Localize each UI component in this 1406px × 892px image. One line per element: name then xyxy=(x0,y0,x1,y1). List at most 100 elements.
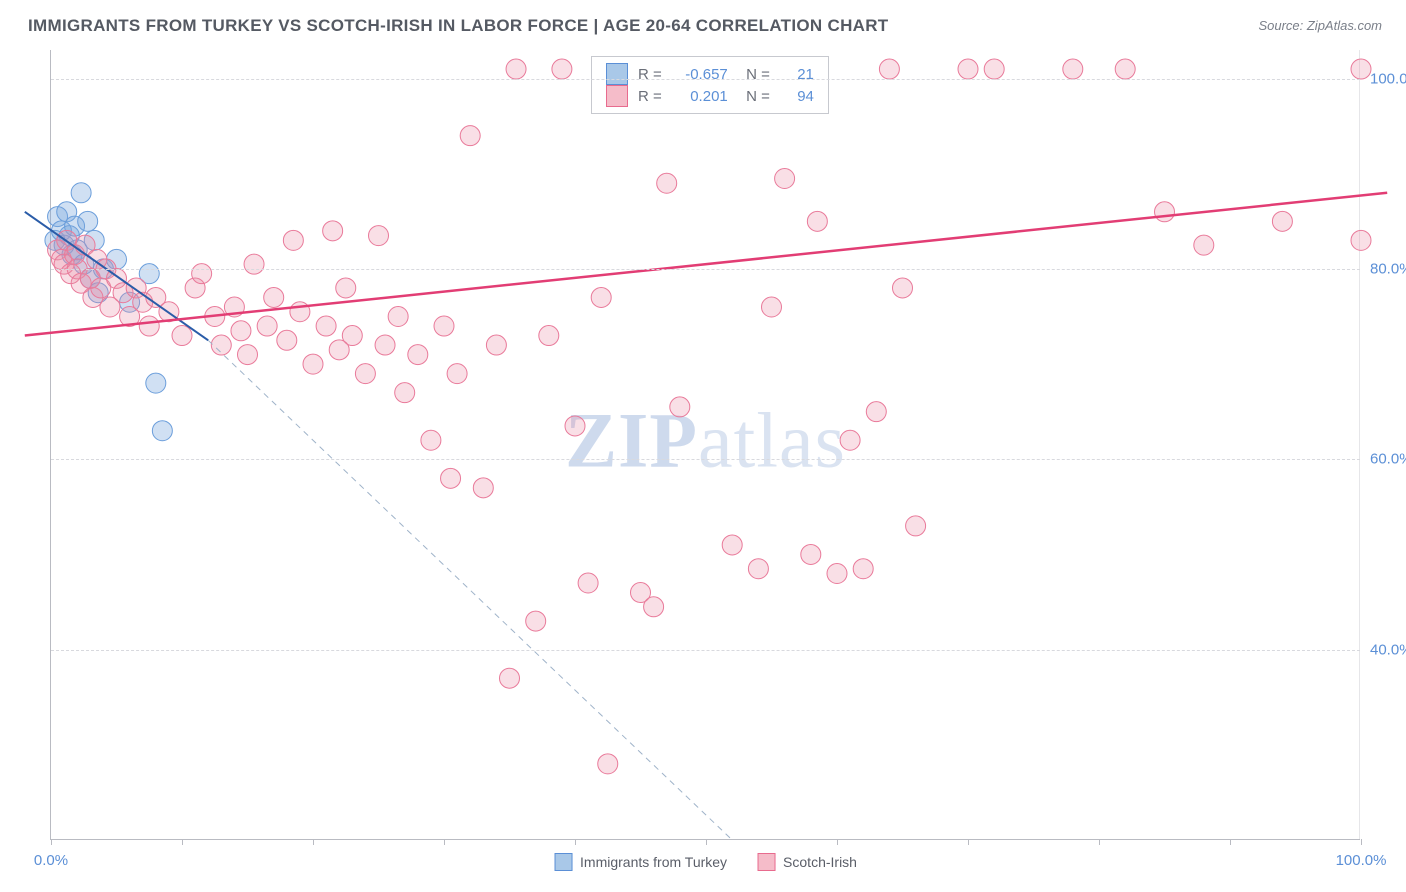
y-tick-label: 40.0% xyxy=(1370,641,1406,658)
data-point xyxy=(958,59,978,79)
data-point xyxy=(369,226,389,246)
data-point xyxy=(1115,59,1135,79)
data-point xyxy=(526,611,546,631)
x-tick-mark xyxy=(706,839,707,845)
data-point xyxy=(578,573,598,593)
legend-item: Scotch-Irish xyxy=(757,853,857,871)
plot-area: In Labor Force | Age 20-64 ZIPatlas R =-… xyxy=(50,50,1360,840)
data-point xyxy=(840,430,860,450)
series-legend: Immigrants from Turkey Scotch-Irish xyxy=(554,853,857,871)
source-label: Source: ZipAtlas.com xyxy=(1258,18,1382,33)
x-tick-mark xyxy=(51,839,52,845)
data-point xyxy=(375,335,395,355)
data-point xyxy=(539,326,559,346)
data-point xyxy=(670,397,690,417)
data-point xyxy=(775,168,795,188)
data-point xyxy=(500,668,520,688)
data-point xyxy=(460,126,480,146)
data-point xyxy=(722,535,742,555)
data-point xyxy=(762,297,782,317)
x-tick-mark xyxy=(182,839,183,845)
y-tick-label: 100.0% xyxy=(1370,70,1406,87)
data-point xyxy=(657,173,677,193)
data-point xyxy=(1272,211,1292,231)
x-tick-label: 0.0% xyxy=(34,852,68,869)
n-label: N = xyxy=(738,66,770,83)
data-point xyxy=(421,430,441,450)
data-point xyxy=(441,468,461,488)
x-tick-mark xyxy=(968,839,969,845)
legend-label: Immigrants from Turkey xyxy=(580,854,727,870)
data-point xyxy=(591,287,611,307)
data-point xyxy=(866,402,886,422)
grid-line xyxy=(51,269,1360,270)
y-tick-label: 80.0% xyxy=(1370,260,1406,277)
data-point xyxy=(447,364,467,384)
data-point xyxy=(264,287,284,307)
data-point xyxy=(893,278,913,298)
data-point xyxy=(395,383,415,403)
stats-row: R = -0.657 N = 21 xyxy=(606,63,814,85)
grid-line xyxy=(51,650,1360,651)
data-point xyxy=(342,326,362,346)
data-point xyxy=(408,345,428,365)
r-value: 0.201 xyxy=(672,88,728,105)
data-point xyxy=(336,278,356,298)
legend-label: Scotch-Irish xyxy=(783,854,857,870)
data-point xyxy=(238,345,258,365)
data-point xyxy=(506,59,526,79)
data-point xyxy=(486,335,506,355)
chart-title: IMMIGRANTS FROM TURKEY VS SCOTCH-IRISH I… xyxy=(28,16,888,36)
data-point xyxy=(192,264,212,284)
r-value: -0.657 xyxy=(672,66,728,83)
data-point xyxy=(644,597,664,617)
chart-svg xyxy=(51,50,1360,839)
data-point xyxy=(1194,235,1214,255)
stats-row: R =0.201 N =94 xyxy=(606,85,814,107)
legend-swatch xyxy=(757,853,775,871)
x-tick-mark xyxy=(575,839,576,845)
data-point xyxy=(277,330,297,350)
x-tick-mark xyxy=(1099,839,1100,845)
data-point xyxy=(355,364,375,384)
data-point xyxy=(552,59,572,79)
data-point xyxy=(1351,230,1371,250)
data-point xyxy=(598,754,618,774)
data-point xyxy=(303,354,323,374)
data-point xyxy=(388,307,408,327)
data-point xyxy=(1351,59,1371,79)
n-label: N = xyxy=(738,88,770,105)
r-label: R = xyxy=(638,66,662,83)
data-point xyxy=(78,211,98,231)
stats-legend: R = -0.657 N = 21 R =0.201 N =94 xyxy=(591,56,829,114)
data-point xyxy=(801,544,821,564)
x-tick-label: 100.0% xyxy=(1336,852,1387,869)
data-point xyxy=(139,316,159,336)
data-point xyxy=(434,316,454,336)
legend-item: Immigrants from Turkey xyxy=(554,853,727,871)
data-point xyxy=(323,221,343,241)
data-point xyxy=(827,563,847,583)
data-point xyxy=(244,254,264,274)
data-point xyxy=(231,321,251,341)
data-point xyxy=(211,335,231,355)
data-point xyxy=(748,559,768,579)
data-point xyxy=(1063,59,1083,79)
x-tick-mark xyxy=(313,839,314,845)
data-point xyxy=(473,478,493,498)
n-value: 21 xyxy=(780,66,814,83)
data-point xyxy=(257,316,277,336)
data-point xyxy=(1155,202,1175,222)
grid-line xyxy=(51,459,1360,460)
x-tick-mark xyxy=(1230,839,1231,845)
data-point xyxy=(146,373,166,393)
stats-swatch xyxy=(606,63,628,85)
data-point xyxy=(853,559,873,579)
data-point xyxy=(283,230,303,250)
data-point xyxy=(807,211,827,231)
data-point xyxy=(565,416,585,436)
data-point xyxy=(984,59,1004,79)
grid-line xyxy=(51,79,1360,80)
stats-swatch xyxy=(606,85,628,107)
x-tick-mark xyxy=(837,839,838,845)
